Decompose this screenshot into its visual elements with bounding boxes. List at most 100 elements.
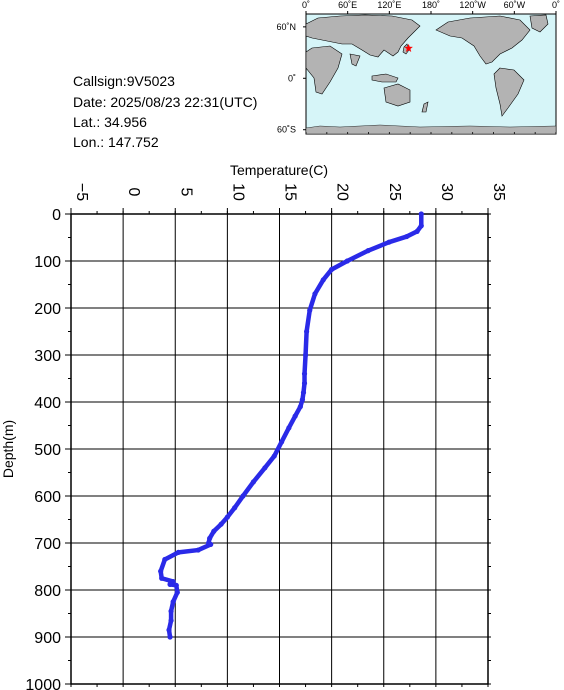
y-tick-label: 600 (34, 489, 61, 506)
map-japan (402, 43, 410, 55)
profile-point (224, 514, 230, 520)
y-tick-label: 900 (34, 630, 61, 647)
x-tick-label: 5 (177, 188, 194, 197)
profile-point (175, 549, 181, 556)
profile-point (404, 233, 410, 240)
profile-point (232, 505, 238, 511)
x-tick-label: 35 (490, 183, 507, 201)
map-south-america (493, 67, 525, 117)
profile-point (158, 568, 164, 574)
map-lon-label: 60˚W (504, 0, 526, 10)
profile-point (208, 541, 214, 548)
profile-point (168, 608, 174, 614)
profile-point (297, 404, 303, 410)
profile-point (418, 223, 424, 229)
map-ticks (303, 11, 557, 134)
profile-point (173, 582, 179, 588)
map-lat-label: 60˚N (276, 22, 296, 32)
latitude-text: Lat.: 34.956 (73, 114, 147, 130)
axis-ticks (65, 208, 491, 687)
profile-point (207, 535, 213, 541)
map-lon-label: 0˚ (302, 0, 310, 10)
profile-point (162, 556, 168, 563)
y-tick-label: 1000 (25, 677, 61, 690)
map-lat-label: 60˚S (277, 125, 296, 135)
profile-chart: −5 0 5 10 15 20 25 30 35 0 100 200 300 400 500 600 700 80… (0, 162, 507, 690)
tick-labels: −5 0 5 10 15 20 25 30 35 0 100 200 300 400 500 600 700 80… (25, 183, 507, 690)
profile-point (250, 479, 257, 485)
x-tick-label: −5 (73, 183, 90, 201)
profile-point (167, 634, 173, 640)
temperature-profile (158, 211, 424, 640)
grid-lines (70, 213, 489, 685)
profile-point (168, 617, 174, 624)
profile-point (304, 328, 310, 335)
x-tick-label: 10 (229, 183, 246, 201)
location-map: 0˚ 60˚E 120˚E 180˚ 120˚W 60˚W 0˚ 60˚N 0˚ 60˚S (276, 0, 560, 135)
profile-point (302, 352, 309, 358)
profile-point (329, 266, 335, 273)
x-tick-label: 30 (438, 183, 455, 201)
profile-point (174, 589, 180, 595)
profile-point (278, 439, 285, 445)
y-tick-label: 700 (34, 536, 61, 553)
map-australia (383, 83, 411, 107)
profile-point (300, 390, 307, 396)
map-lon-label: 120˚E (377, 0, 401, 10)
profile-point (292, 413, 298, 419)
profile-point (195, 547, 201, 553)
profile-point (286, 425, 292, 431)
profile-point (307, 307, 313, 313)
profile-point (218, 521, 224, 527)
map-indonesia (371, 73, 399, 83)
profile-point (344, 258, 350, 264)
y-tick-label: 100 (34, 254, 61, 271)
profile-point (159, 575, 165, 581)
location-marker-icon (404, 43, 413, 52)
profile-line (158, 211, 424, 640)
map-lat-label: 0˚ (288, 73, 296, 83)
profile-point (167, 581, 173, 587)
x-tick-label: 0 (125, 188, 142, 197)
x-axis-title: Temperature(C) (230, 162, 328, 178)
map-lon-label: 60˚E (338, 0, 357, 10)
y-tick-label: 800 (34, 583, 61, 600)
y-tick-label: 500 (34, 442, 61, 459)
y-axis-title: Depth(m) (0, 420, 16, 478)
y-tick-label: 300 (34, 348, 61, 365)
map-lon-label: 0˚ (552, 0, 560, 10)
map-north-america (435, 15, 531, 65)
callsign-text: Callsign:9V5023 (73, 73, 175, 89)
profile-point (414, 228, 420, 234)
x-tick-label: 20 (334, 183, 351, 201)
map-lon-label: 180˚ (422, 0, 440, 10)
profile-point (365, 248, 371, 254)
profile-point (271, 453, 277, 459)
y-tick-label: 0 (52, 207, 61, 224)
map-lon-label: 120˚W (459, 0, 486, 10)
profile-point (170, 599, 176, 605)
map-india (349, 53, 361, 67)
profile-point (211, 528, 217, 534)
date-text: Date: 2025/08/23 22:31(UTC) (73, 94, 257, 110)
map-greenland (529, 14, 549, 33)
profile-point (166, 627, 172, 633)
map-new-zealand (421, 101, 429, 113)
profile-point (301, 371, 308, 377)
profile-point (312, 291, 318, 297)
profile-point (299, 397, 306, 403)
profile-point (386, 239, 392, 245)
x-tick-label: 15 (282, 183, 299, 201)
map-labels: 0˚ 60˚E 120˚E 180˚ 120˚W 60˚W 0˚ 60˚N 0˚ 60˚S (276, 0, 560, 135)
map-eurasia (305, 14, 421, 58)
y-tick-label: 200 (34, 301, 61, 318)
x-tick-label: 25 (386, 183, 403, 201)
longitude-text: Lon.: 147.752 (73, 134, 159, 150)
profile-point (320, 277, 326, 283)
y-tick-label: 400 (34, 395, 61, 412)
map-africa (305, 45, 343, 95)
profile-point (262, 465, 268, 471)
map-landmasses (305, 14, 557, 135)
profile-point (418, 211, 424, 217)
